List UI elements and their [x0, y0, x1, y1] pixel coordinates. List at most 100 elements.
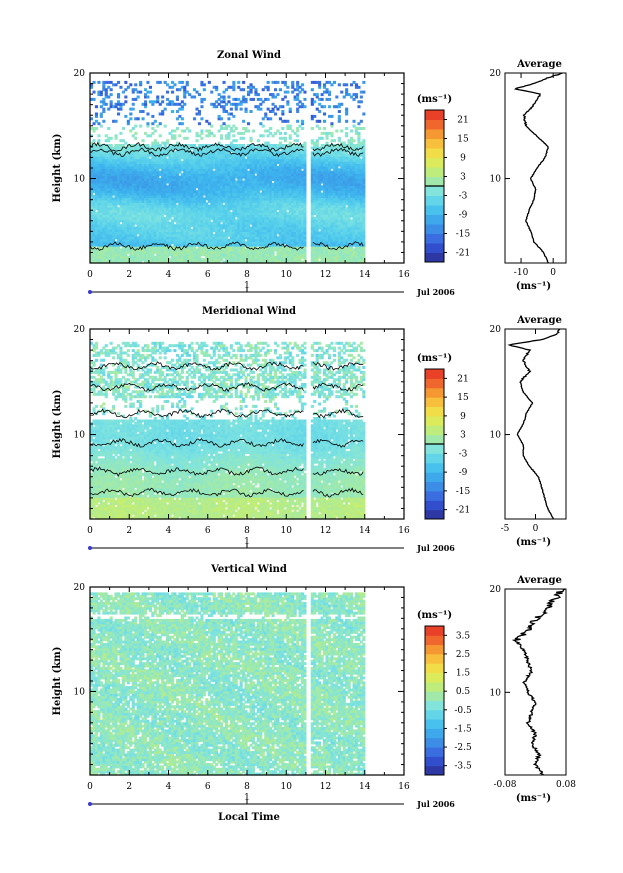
heatmap-cell	[318, 253, 322, 257]
heatmap-cell	[227, 231, 231, 235]
heatmap-cell	[112, 248, 116, 252]
heatmap-cell	[239, 236, 243, 240]
heatmap-cell	[207, 216, 211, 220]
heatmap-cell	[291, 255, 295, 259]
heatmap-cell	[183, 214, 187, 218]
heatmap-cell	[281, 229, 285, 232]
heatmap-cell	[141, 219, 145, 223]
heatmap-cell	[117, 214, 121, 218]
heatmap-cell	[342, 246, 346, 249]
heatmap-cell	[315, 221, 319, 225]
heatmap-cell	[109, 233, 113, 237]
heatmap-cell	[259, 231, 263, 235]
heatmap-cell	[220, 248, 224, 252]
heatmap-cell	[139, 216, 143, 220]
heatmap-cell	[298, 255, 302, 259]
heatmap-cell	[293, 253, 297, 257]
heatmap-cell	[178, 253, 182, 257]
heatmap-cell	[185, 248, 189, 252]
heatmap-cell	[357, 243, 361, 247]
heatmap-cell	[318, 212, 322, 215]
heatmap-cell	[325, 216, 329, 220]
heatmap-cell	[158, 253, 162, 257]
heatmap-cell	[217, 260, 221, 264]
heatmap-cell	[222, 236, 226, 240]
heatmap-cell	[90, 260, 94, 264]
heatmap-cell	[153, 221, 157, 225]
heatmap-cell	[310, 231, 314, 235]
heatmap-cell	[254, 233, 258, 237]
heatmap-cell	[185, 236, 189, 240]
heatmap-cell	[121, 216, 125, 220]
heatmap-cell	[114, 253, 118, 257]
heatmap-cell	[345, 219, 349, 223]
heatmap-cell	[193, 216, 197, 220]
heatmap-cell	[124, 229, 128, 232]
heatmap-cell	[332, 229, 336, 232]
heatmap-cell	[357, 246, 361, 249]
heatmap-cell	[207, 214, 211, 218]
heatmap-cell	[239, 260, 243, 264]
heatmap-cell	[251, 231, 255, 235]
heatmap-cell	[99, 212, 103, 215]
heatmap-cell	[217, 216, 221, 220]
heatmap-cell	[323, 238, 327, 242]
heatmap-cell	[171, 250, 175, 254]
heatmap-cell	[271, 238, 275, 242]
heatmap-cell	[114, 212, 118, 215]
heatmap-cell	[202, 229, 206, 232]
heatmap-cell	[99, 250, 103, 254]
heatmap-cell	[296, 250, 300, 254]
heatmap-cell	[190, 229, 194, 232]
heatmap-cell	[242, 246, 246, 249]
heatmap-cell	[237, 216, 241, 220]
heatmap-cell	[296, 226, 300, 230]
heatmap-cell	[173, 219, 177, 223]
heatmap-cell	[90, 212, 94, 215]
heatmap-cell	[288, 246, 292, 249]
heatmap-cell	[278, 260, 282, 264]
heatmap-cell	[310, 243, 314, 247]
heatmap-cell	[197, 236, 201, 240]
heatmap-cell	[347, 241, 351, 245]
heatmap-cell	[94, 221, 98, 225]
heatmap-cell	[345, 260, 349, 264]
heatmap-cell	[266, 258, 270, 262]
heatmap-cell	[337, 243, 341, 247]
heatmap-cell	[183, 250, 187, 254]
heatmap-cell	[247, 212, 251, 215]
heatmap-cell	[188, 258, 192, 262]
heatmap-cell	[335, 226, 339, 230]
heatmap-cell	[121, 214, 125, 218]
heatmap-cell	[190, 253, 194, 257]
heatmap-cell	[249, 231, 253, 235]
heatmap-cell	[200, 224, 204, 228]
heatmap-cell	[144, 260, 148, 264]
heatmap-cell	[323, 229, 327, 232]
heatmap-cell	[224, 238, 228, 242]
heatmap-cell	[328, 260, 332, 264]
heatmap-cell	[190, 231, 194, 235]
heatmap-cell	[188, 241, 192, 245]
heatmap-cell	[291, 236, 295, 240]
heatmap-cell	[195, 260, 199, 264]
heatmap-cell	[293, 241, 297, 245]
heatmap-cell	[328, 250, 332, 254]
heatmap-cell	[288, 226, 292, 230]
heatmap-cell	[251, 216, 255, 220]
heatmap-cell	[278, 250, 282, 254]
heatmap-cell	[296, 246, 300, 249]
heatmap-cell	[205, 241, 209, 245]
heatmap-cell	[215, 214, 219, 218]
heatmap-cell	[119, 231, 123, 235]
heatmap-cell	[237, 221, 241, 225]
heatmap-cell	[239, 241, 243, 245]
heatmap-cell	[328, 258, 332, 262]
heatmap-cell	[215, 216, 219, 220]
heatmap-cell	[303, 248, 307, 252]
heatmap-cell	[139, 212, 143, 215]
heatmap-cell	[234, 248, 238, 252]
heatmap-cell	[269, 258, 273, 262]
heatmap-cell	[188, 238, 192, 242]
heatmap-cell	[337, 246, 341, 249]
